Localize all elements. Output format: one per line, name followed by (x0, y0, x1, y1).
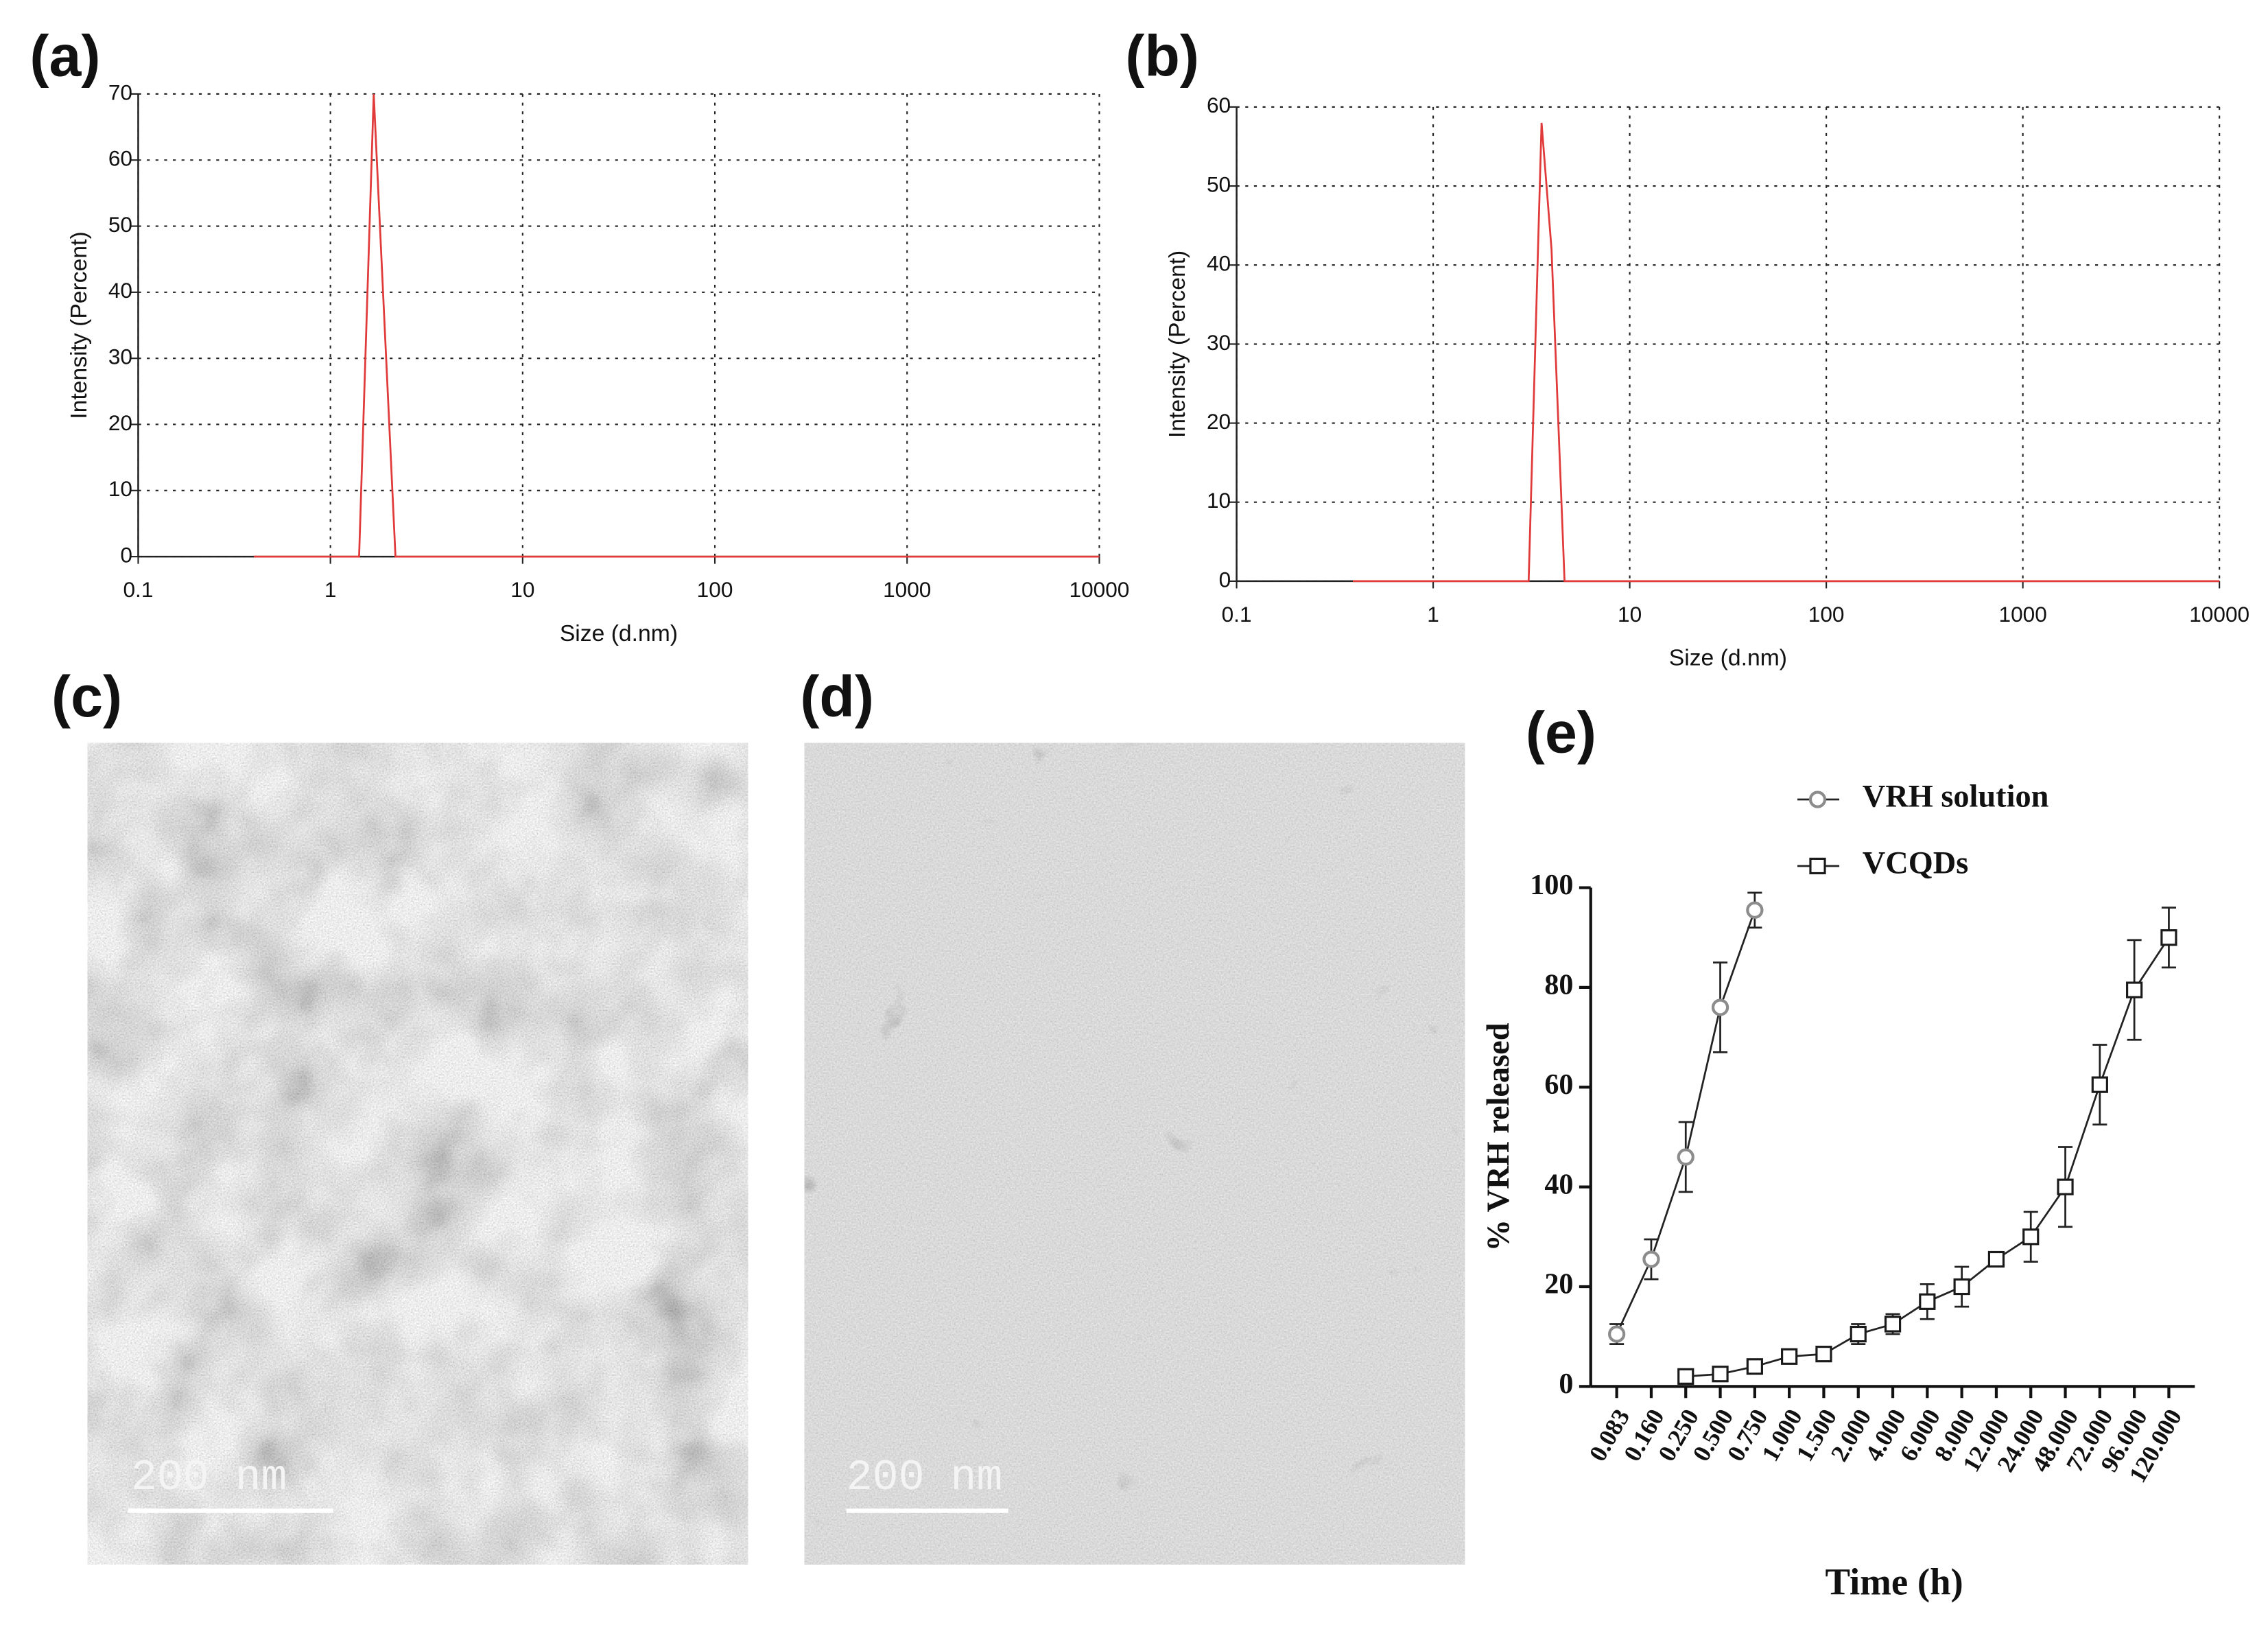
marker (2091, 1076, 2108, 1093)
x-tick-label: 10 (1618, 602, 1642, 627)
marker (1746, 1358, 1763, 1375)
x-axis-label: Size (d.nm) (1669, 645, 1787, 671)
x-tick-label: 0.1 (123, 577, 153, 602)
x-tick-label: 100 (1808, 602, 1845, 627)
marker (1987, 1250, 2005, 1268)
y-tick-label: 0 (120, 542, 132, 567)
y-tick-label: 70 (108, 80, 132, 104)
x-tick-label: 100 (697, 577, 733, 602)
y-tick-label: 80 (1544, 969, 1573, 1001)
x-tick-label: 0.1 (1222, 602, 1252, 627)
y-tick-label: 60 (1544, 1068, 1573, 1101)
marker (1608, 1325, 1626, 1343)
x-tick-label: 10 (510, 577, 534, 602)
y-tick-label: 30 (1207, 330, 1231, 355)
y-tick-label: 30 (108, 344, 132, 369)
y-tick-label: 20 (108, 410, 132, 435)
marker (2126, 981, 2143, 998)
marker (1711, 998, 1729, 1016)
panel-label: (e) (1526, 701, 1596, 765)
x-tick-label: 1 (1427, 602, 1439, 627)
marker (1712, 1366, 1729, 1383)
y-tick-label: 40 (108, 278, 132, 303)
marker (1815, 1346, 1832, 1363)
x-tick-label: 10000 (2189, 602, 2249, 627)
legend-label: VCQDs (1863, 846, 1968, 881)
legend-marker (1808, 791, 1827, 808)
y-tick-label: 0 (1559, 1368, 1573, 1400)
y-axis-label: Intensity (Percent) (66, 231, 92, 419)
marker (1781, 1348, 1798, 1365)
y-tick-label: 100 (1530, 869, 1573, 901)
marker (1746, 901, 1764, 919)
y-tick-label: 20 (1207, 409, 1231, 434)
panel-label: (b) (1125, 24, 1199, 89)
panel-label: (d) (800, 664, 874, 729)
legend-label: VRH solution (1863, 780, 2049, 815)
x-tick-label: 10000 (1070, 577, 1130, 602)
y-tick-label: 60 (1207, 93, 1231, 117)
y-axis-label: % VRH released (1481, 1022, 1516, 1251)
y-tick-label: 10 (108, 476, 132, 501)
marker (2022, 1228, 2040, 1246)
marker (1677, 1368, 1694, 1385)
y-tick-label: 10 (1207, 488, 1231, 513)
x-tick-label: 1000 (1999, 602, 2047, 627)
y-tick-label: 20 (1544, 1268, 1573, 1300)
scale-label: 200 nm (847, 1453, 1003, 1502)
x-tick-label: 1 (324, 577, 337, 602)
marker (2160, 929, 2177, 946)
marker (2057, 1178, 2074, 1195)
tem-image (804, 743, 1465, 1565)
marker (1642, 1250, 1660, 1268)
marker (1953, 1278, 1970, 1296)
x-tick-label: 1000 (883, 577, 931, 602)
panel-label: (a) (29, 24, 100, 89)
x-axis-label: Size (d.nm) (560, 620, 678, 646)
y-tick-label: 50 (1207, 172, 1231, 196)
legend-marker (1809, 857, 1826, 875)
line (1352, 122, 2220, 583)
marker (1677, 1148, 1694, 1166)
line (254, 93, 1100, 558)
marker (1850, 1325, 1867, 1343)
y-tick-label: 40 (1207, 251, 1231, 276)
y-tick-label: 60 (108, 146, 132, 171)
y-tick-label: 0 (1219, 567, 1231, 592)
y-tick-label: 50 (108, 212, 132, 237)
x-axis-label: Time (h) (1826, 1561, 1963, 1603)
panel-label: (c) (51, 664, 122, 729)
tem-image (87, 743, 748, 1565)
marker (1884, 1316, 1902, 1333)
y-tick-label: 40 (1544, 1168, 1573, 1200)
marker (1919, 1293, 1936, 1310)
y-axis-label: Intensity (Percent) (1164, 250, 1190, 438)
scale-label: 200 nm (131, 1453, 287, 1502)
